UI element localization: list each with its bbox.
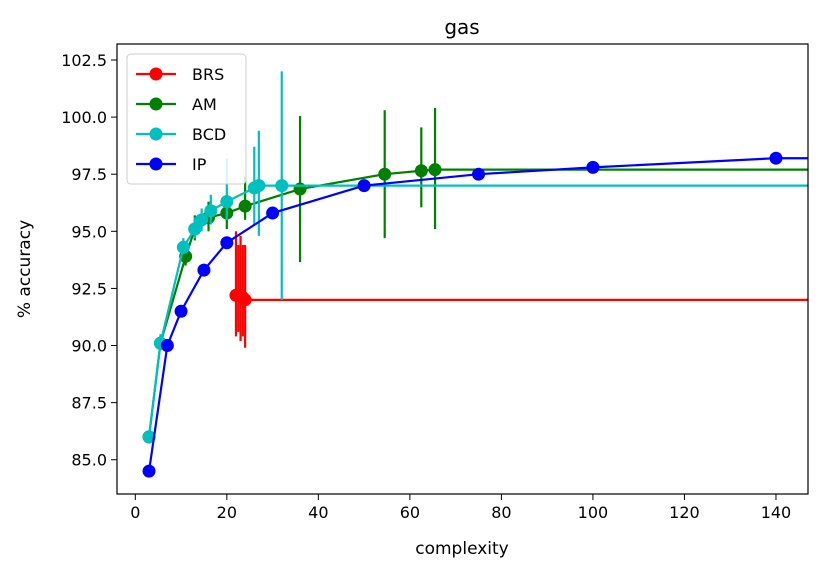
data-point-bcd bbox=[142, 430, 156, 444]
legend-label-am: AM bbox=[192, 95, 217, 114]
x-tick-label: 80 bbox=[491, 503, 511, 522]
data-point-bcd bbox=[252, 179, 266, 193]
legend-marker-bcd bbox=[149, 127, 163, 141]
x-tick-label: 40 bbox=[308, 503, 328, 522]
legend-marker-brs bbox=[149, 67, 163, 81]
legend-marker-am bbox=[149, 97, 163, 111]
y-tick-label: 95.0 bbox=[71, 222, 107, 241]
legend-label-bcd: BCD bbox=[192, 125, 226, 144]
data-point-bcd bbox=[275, 179, 289, 193]
data-point-ip bbox=[769, 151, 783, 165]
x-tick-label: 60 bbox=[400, 503, 420, 522]
data-point-ip bbox=[586, 160, 600, 174]
data-point-brs bbox=[238, 293, 252, 307]
data-point-ip bbox=[160, 339, 174, 353]
legend-box bbox=[126, 53, 247, 185]
data-point-ip bbox=[220, 236, 234, 250]
x-tick-label: 0 bbox=[130, 503, 140, 522]
legend: BRS AM BCD IP bbox=[126, 53, 247, 185]
y-tick-label: 97.5 bbox=[71, 165, 107, 184]
y-tick-label: 92.5 bbox=[71, 279, 107, 298]
legend-label-ip: IP bbox=[192, 155, 207, 174]
legend-entry-am: AM bbox=[136, 95, 217, 114]
data-point-ip bbox=[197, 263, 211, 277]
data-point-am bbox=[293, 182, 307, 196]
data-point-bcd bbox=[204, 204, 218, 218]
data-point-ip bbox=[174, 304, 188, 318]
data-point-am bbox=[428, 163, 442, 177]
data-point-ip bbox=[266, 206, 280, 220]
y-tick-label: 87.5 bbox=[71, 394, 107, 413]
legend-label-brs: BRS bbox=[192, 65, 224, 84]
data-point-am bbox=[414, 164, 428, 178]
data-point-bcd bbox=[176, 240, 190, 254]
x-tick-label: 120 bbox=[669, 503, 700, 522]
plot-frame bbox=[116, 43, 809, 495]
data-point-bcd bbox=[195, 213, 209, 227]
x-tick-label: 20 bbox=[217, 503, 237, 522]
chart-title: gas bbox=[444, 15, 479, 39]
y-tick-label: 100.0 bbox=[61, 108, 107, 127]
y-axis-label: % accuracy bbox=[15, 220, 35, 318]
x-axis-label: complexity bbox=[415, 539, 509, 559]
series-ip bbox=[142, 151, 808, 478]
y-axis: 85.0 87.5 90.0 92.5 95.0 97.5 100.0 102.5 bbox=[61, 51, 117, 470]
legend-entry-bcd: BCD bbox=[136, 125, 226, 144]
legend-entry-ip: IP bbox=[136, 155, 207, 174]
x-axis: 0 20 40 60 80 100 120 140 bbox=[130, 494, 791, 522]
data-point-am bbox=[238, 199, 252, 213]
data-point-ip bbox=[142, 464, 156, 478]
x-tick-label: 100 bbox=[578, 503, 609, 522]
data-point-ip bbox=[472, 167, 486, 181]
series-layer bbox=[142, 71, 808, 478]
y-tick-label: 90.0 bbox=[71, 337, 107, 356]
legend-entry-brs: BRS bbox=[136, 65, 224, 84]
legend-marker-ip bbox=[149, 157, 163, 171]
data-point-am bbox=[378, 167, 392, 181]
data-point-ip bbox=[357, 179, 371, 193]
y-tick-label: 85.0 bbox=[71, 451, 107, 470]
y-tick-label: 102.5 bbox=[61, 51, 107, 70]
series-bcd bbox=[142, 71, 808, 444]
series-brs bbox=[229, 231, 808, 348]
x-tick-label: 140 bbox=[761, 503, 792, 522]
data-point-bcd bbox=[220, 195, 234, 209]
data-point-bcd bbox=[188, 222, 202, 236]
